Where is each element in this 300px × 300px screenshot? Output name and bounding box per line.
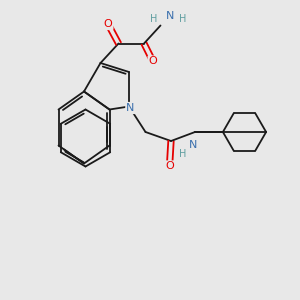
Text: N: N (166, 11, 174, 21)
Text: N: N (189, 140, 198, 150)
Text: H: H (150, 14, 158, 24)
Text: O: O (103, 19, 112, 29)
Text: N: N (126, 103, 135, 113)
Text: O: O (165, 161, 174, 172)
Text: H: H (179, 14, 187, 24)
Text: O: O (148, 56, 158, 67)
Text: H: H (179, 148, 187, 159)
